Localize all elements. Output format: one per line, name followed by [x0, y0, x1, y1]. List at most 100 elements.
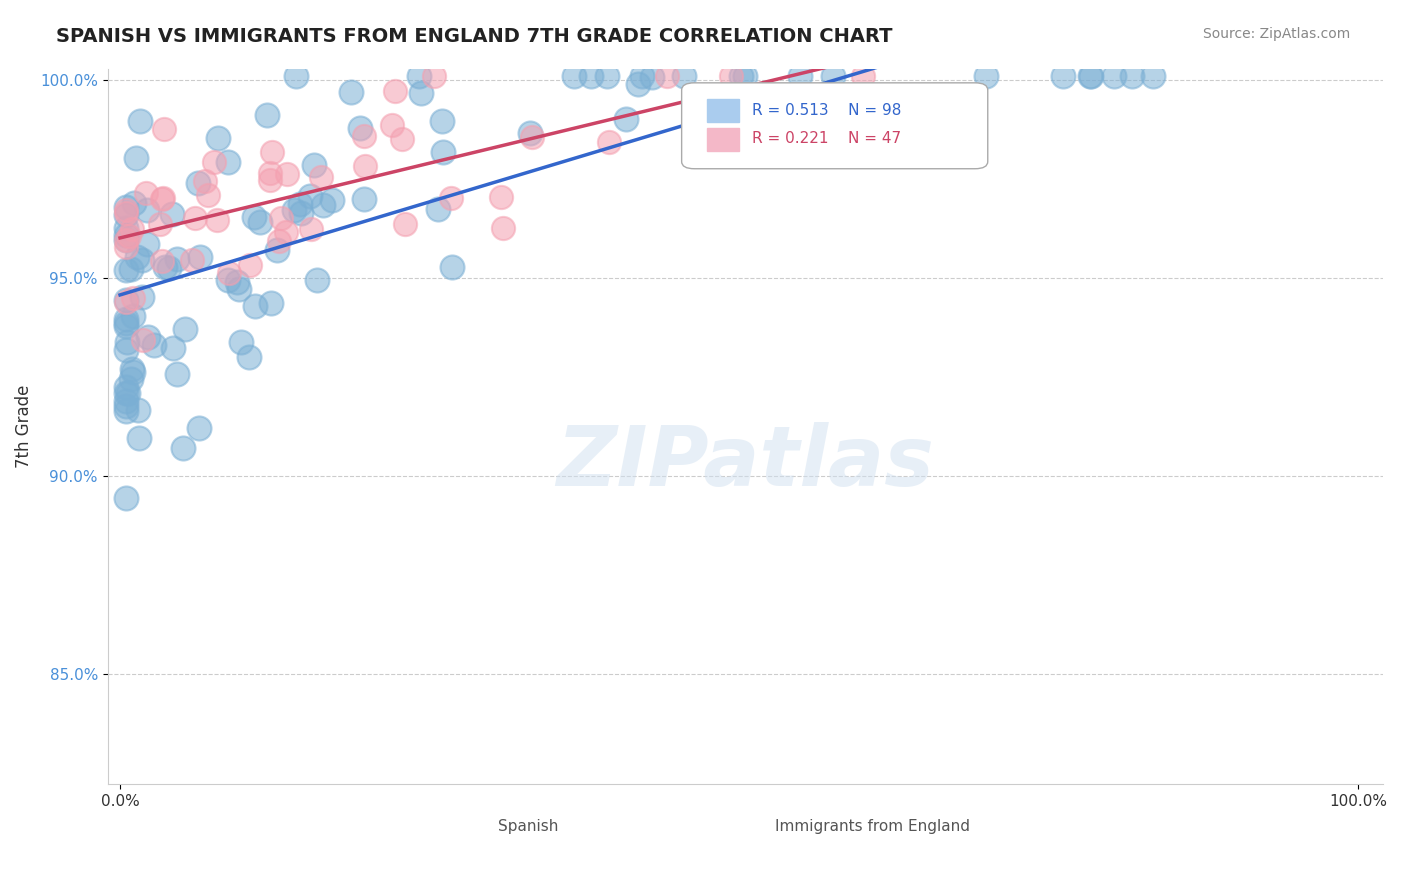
Point [270, 211, 292, 225]
Point [789, 70, 811, 84]
Point [121, 362, 143, 376]
Point [274, 225, 297, 239]
Point [117, 335, 139, 350]
Point [121, 365, 143, 379]
Point [128, 114, 150, 128]
Y-axis label: 7th Grade: 7th Grade [15, 384, 32, 468]
Point [491, 220, 513, 235]
Point [115, 317, 138, 331]
Point [249, 215, 271, 229]
Point [115, 240, 138, 254]
Text: R = 0.513    N = 98: R = 0.513 N = 98 [752, 103, 901, 118]
Point [1142, 70, 1164, 84]
Point [187, 176, 209, 190]
Point [290, 206, 312, 220]
Point [596, 70, 619, 84]
Point [354, 159, 377, 173]
Point [229, 334, 252, 349]
Point [207, 212, 229, 227]
Point [115, 311, 138, 326]
Point [641, 70, 664, 84]
Point [309, 170, 332, 185]
Point [135, 203, 157, 218]
Point [522, 129, 544, 144]
Point [122, 292, 145, 306]
Point [166, 367, 188, 381]
Point [1102, 70, 1125, 84]
Text: R = 0.221    N = 47: R = 0.221 N = 47 [752, 131, 901, 146]
Point [299, 221, 322, 235]
Point [207, 131, 229, 145]
Point [614, 112, 637, 126]
Point [430, 114, 453, 128]
Point [657, 70, 679, 84]
Point [125, 151, 148, 165]
Point [115, 319, 138, 334]
Point [384, 84, 406, 98]
Point [409, 87, 432, 101]
Point [115, 404, 138, 418]
Bar [707, 99, 740, 122]
Point [1080, 70, 1102, 84]
Point [115, 491, 138, 506]
Point [162, 341, 184, 355]
Point [155, 260, 177, 274]
Point [440, 260, 463, 274]
Point [1052, 70, 1074, 84]
Point [131, 252, 153, 267]
Point [821, 70, 844, 84]
Point [353, 128, 375, 143]
Point [353, 192, 375, 206]
Point [562, 70, 585, 84]
Point [598, 135, 620, 149]
Point [627, 77, 650, 91]
Point [673, 70, 696, 84]
Point [115, 385, 138, 400]
Point [974, 70, 997, 84]
Point [1121, 70, 1143, 84]
Point [197, 187, 219, 202]
Point [218, 267, 240, 281]
Point [217, 273, 239, 287]
Point [491, 190, 513, 204]
Point [162, 207, 184, 221]
Point [245, 299, 267, 313]
Point [339, 85, 361, 99]
FancyBboxPatch shape [682, 83, 988, 169]
Point [131, 333, 153, 347]
Bar [453, 813, 484, 830]
Point [115, 343, 138, 358]
Text: SPANISH VS IMMIGRANTS FROM ENGLAND 7TH GRADE CORRELATION CHART: SPANISH VS IMMIGRANTS FROM ENGLAND 7TH G… [56, 27, 893, 45]
Point [122, 310, 145, 324]
Point [242, 211, 264, 225]
Point [194, 174, 217, 188]
Point [262, 145, 284, 160]
Point [267, 234, 290, 248]
Point [120, 372, 142, 386]
Point [321, 193, 343, 207]
Point [519, 126, 541, 140]
Point [120, 262, 142, 277]
Point [135, 186, 157, 200]
Point [276, 167, 298, 181]
Point [150, 254, 173, 268]
Point [152, 122, 174, 136]
Bar [745, 813, 778, 830]
Point [138, 330, 160, 344]
Point [115, 233, 138, 247]
Bar [707, 128, 740, 151]
Point [143, 338, 166, 352]
Point [115, 228, 138, 243]
Point [127, 250, 149, 264]
Point [115, 202, 138, 217]
Point [239, 258, 262, 272]
Point [299, 189, 322, 203]
Point [408, 70, 430, 84]
Point [302, 158, 325, 172]
Point [115, 206, 138, 220]
Point [172, 442, 194, 456]
Point [312, 198, 335, 212]
Point [184, 211, 207, 226]
Point [131, 290, 153, 304]
Point [115, 208, 138, 222]
